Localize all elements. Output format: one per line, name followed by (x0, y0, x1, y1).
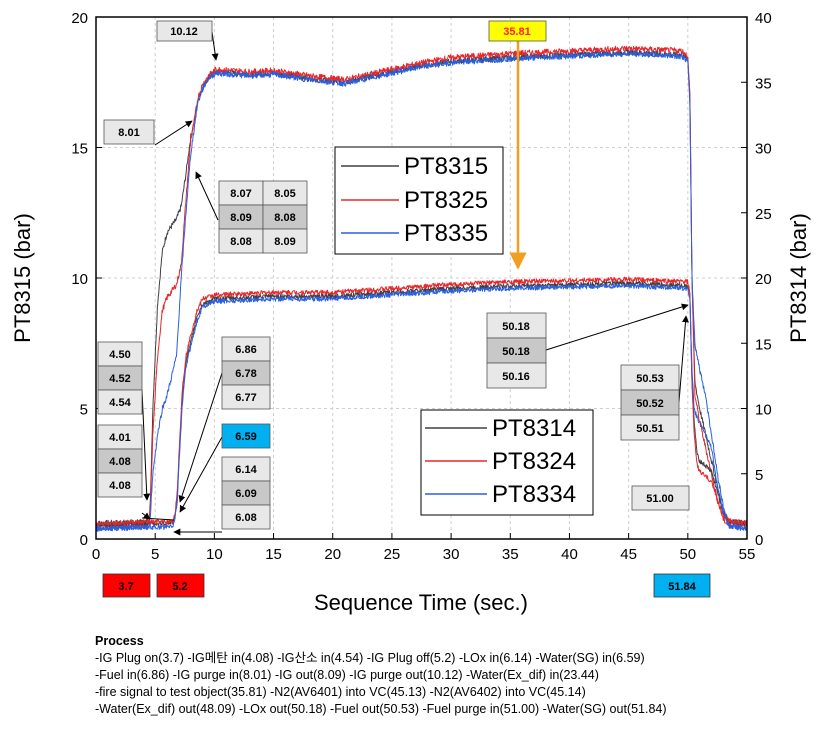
annotation-stack-a: 4.50 (109, 349, 130, 361)
arrow-4-5x (141, 389, 151, 501)
x-tick-label: 35 (502, 546, 519, 563)
annotation-stack-b: 4.01 (109, 432, 130, 444)
annotation-50-18-b: 50.18 (502, 346, 530, 358)
annotation-50-51: 50.51 (636, 423, 664, 435)
y-left-tick-label: 10 (71, 271, 88, 288)
process-notes: Process -IG Plug on(3.7) -IG메탄 in(4.08) … (95, 633, 815, 718)
y-right-tick-label: 40 (755, 10, 772, 27)
process-line: -Water(Ex_dif) out(48.09) -LOx out(50.18… (95, 702, 667, 716)
annotation-stack-d: 6.14 (235, 464, 257, 476)
annotation-grid-cell: 8.09 (274, 236, 295, 248)
process-line: -Fuel in(6.86) -IG purge in(8.01) -IG ou… (95, 668, 599, 682)
y-left-tick-label: 0 (80, 532, 88, 549)
x-tick-label: 30 (443, 546, 460, 563)
annotation-35-81: 35.81 (503, 26, 531, 38)
x-tick-label: 40 (561, 546, 578, 563)
y-right-tick-label: 30 (755, 141, 772, 158)
x-tick-label: 5 (151, 546, 159, 563)
series-layer (96, 45, 747, 532)
annotation-8-01: 8.01 (118, 127, 139, 139)
legend-label-pt8335: PT8335 (404, 220, 488, 247)
x-tick-label: 50 (679, 546, 696, 563)
x-tick-label: 10 (206, 546, 223, 563)
legend-label-pt8334: PT8334 (492, 481, 576, 508)
annotation-stack-c: 6.78 (235, 368, 256, 380)
y-right-tick-label: 15 (755, 336, 772, 353)
annotation-grid-cell: 8.09 (230, 212, 251, 224)
x-tick-label: 20 (324, 546, 341, 563)
legend-label-pt8314: PT8314 (492, 415, 576, 442)
y-right-tick-label: 10 (755, 402, 772, 419)
series-line-pt8335 (96, 50, 747, 532)
legend-lower: PT8314 PT8324 PT8334 (420, 409, 594, 516)
legend-label-pt8324: PT8324 (492, 448, 576, 475)
annotation-50-16: 50.16 (502, 371, 530, 383)
y-right-tick-label: 0 (755, 532, 763, 549)
y-right-tick-label: 20 (755, 271, 772, 288)
x-tick-label: 0 (92, 546, 100, 563)
arrow-8-0x-grid (195, 171, 219, 221)
pressure-chart: 0 5 10 15 20 25 30 35 40 45 50 55051015200510152025… (10, 10, 811, 615)
annotation-stack-d: 6.09 (235, 488, 256, 500)
process-title: Process (95, 634, 144, 648)
annotation-stack-a: 4.54 (109, 397, 131, 409)
x-tick-label: 25 (384, 546, 401, 563)
annotation-50-53: 50.53 (636, 373, 664, 385)
annotation-grid-cell: 8.05 (274, 188, 295, 200)
annotation-51-84: 51.84 (668, 581, 696, 593)
arrow-50-5x (678, 315, 689, 403)
y-left-tick-label: 15 (71, 141, 88, 158)
annotation-10-12: 10.12 (170, 26, 198, 38)
annotation-grid-cell: 8.07 (230, 188, 251, 200)
annotation-stack-c: 6.86 (235, 344, 256, 356)
y-left-tick-label: 20 (71, 10, 88, 27)
y-axis-left-title: PT8315 (bar) (10, 213, 35, 343)
x-axis-title: Sequence Time (sec.) (314, 590, 528, 615)
annotation-stack-b: 4.08 (109, 456, 130, 468)
series-line-pt8334 (96, 283, 747, 532)
annotation-stack-d: 6.08 (235, 512, 256, 524)
annotation-6-59: 6.59 (235, 431, 256, 443)
process-line: -fire signal to test object(35.81) -N2(A… (95, 685, 586, 699)
series-line-pt8324 (96, 276, 747, 526)
legend-label-pt8325: PT8325 (404, 187, 488, 214)
x-tick-label: 45 (620, 546, 637, 563)
annotation-5-2: 5.2 (172, 581, 187, 593)
arrow-3-7 (141, 517, 175, 521)
annotation-50-52: 50.52 (636, 398, 664, 410)
annotation-boxes: 10.12 35.81 8.01 8.07 8.05 8.09 8.08 8.0… (97, 20, 711, 598)
arrow-50-1x (545, 303, 689, 351)
annotation-51-00: 51.00 (646, 493, 674, 505)
y-right-tick-label: 5 (755, 467, 763, 484)
arrow-6-59 (179, 436, 223, 513)
arrow-8-01 (154, 120, 193, 146)
annotation-50-18: 50.18 (502, 321, 530, 333)
arrow-6-8x (178, 372, 223, 503)
x-tick-label: 15 (265, 546, 282, 563)
annotation-grid-cell: 8.08 (274, 212, 295, 224)
annotation-stack-c: 6.77 (235, 392, 256, 404)
axis-ticks: 0 5 10 15 20 25 30 35 40 45 50 55051015200510152025… (71, 10, 771, 563)
annotation-arrows (141, 31, 689, 536)
annotation-3-7: 3.7 (118, 581, 133, 593)
legend-label-pt8315: PT8315 (404, 153, 488, 180)
legend-upper: PT8315 PT8325 PT8335 (334, 146, 504, 255)
process-line: -IG Plug on(3.7) -IG메탄 in(4.08) -IG산소 in… (95, 651, 645, 665)
y-left-tick-label: 5 (80, 402, 88, 419)
arrow-10-12 (211, 31, 219, 61)
y-right-tick-label: 25 (755, 206, 772, 223)
annotation-stack-a: 4.52 (109, 373, 130, 385)
x-tick-label: 55 (739, 546, 756, 563)
series-line-pt8314 (96, 280, 747, 527)
annotation-stack-b: 4.08 (109, 480, 130, 492)
annotation-grid-cell: 8.08 (230, 236, 251, 248)
y-axis-right-title: PT8314 (bar) (786, 213, 811, 343)
y-right-tick-label: 35 (755, 75, 772, 92)
